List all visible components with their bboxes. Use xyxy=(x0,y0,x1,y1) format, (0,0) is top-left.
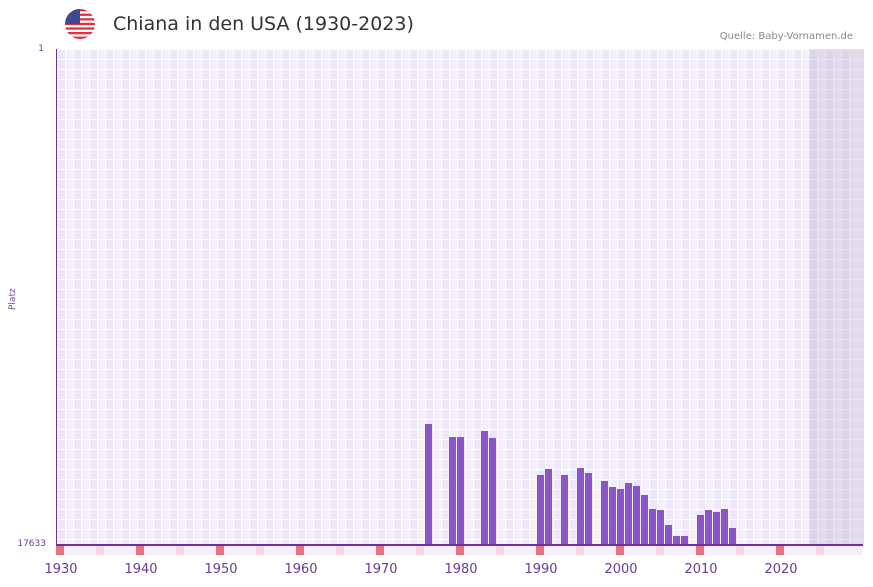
bar-1989[interactable] xyxy=(545,468,552,545)
us-flag-icon xyxy=(65,9,95,39)
year-marker xyxy=(696,546,704,555)
bar-2006[interactable] xyxy=(681,535,688,545)
chart-title: Chiana in den USA (1930-2023) xyxy=(113,13,414,35)
year-marker xyxy=(496,546,504,555)
x-axis-line xyxy=(56,544,863,546)
x-tick-2010: 2010 xyxy=(684,562,718,577)
future-shade xyxy=(809,49,864,545)
year-marker-row xyxy=(56,546,863,555)
bar-2009[interactable] xyxy=(705,510,712,545)
x-tick-1950: 1950 xyxy=(204,562,238,577)
year-marker xyxy=(56,546,64,555)
bar-1982[interactable] xyxy=(489,437,496,545)
x-tick-2020: 2020 xyxy=(764,562,798,577)
year-marker xyxy=(456,546,464,555)
bar-1981[interactable] xyxy=(481,430,488,545)
year-marker xyxy=(176,546,184,555)
bar-2001[interactable] xyxy=(641,494,648,545)
x-tick-1980: 1980 xyxy=(444,562,478,577)
bar-2002[interactable] xyxy=(649,508,656,545)
x-tick-1970: 1970 xyxy=(364,562,398,577)
bar-2004[interactable] xyxy=(665,524,672,545)
bar-1993[interactable] xyxy=(577,467,584,545)
year-marker xyxy=(256,546,264,555)
year-marker xyxy=(336,546,344,555)
bar-1998[interactable] xyxy=(617,488,624,545)
bar-1988[interactable] xyxy=(537,474,544,545)
year-marker xyxy=(376,546,384,555)
bar-1999[interactable] xyxy=(625,482,632,545)
y-top-label: 1 xyxy=(38,44,44,54)
bar-1994[interactable] xyxy=(585,472,592,545)
bar-2005[interactable] xyxy=(673,535,680,545)
year-marker xyxy=(416,546,424,555)
year-marker xyxy=(296,546,304,555)
bar-1974[interactable] xyxy=(425,423,432,545)
year-marker xyxy=(816,546,824,555)
bar-2010[interactable] xyxy=(713,511,720,545)
year-marker xyxy=(616,546,624,555)
bar-1997[interactable] xyxy=(609,486,616,545)
x-tick-1990: 1990 xyxy=(524,562,558,577)
year-marker xyxy=(216,546,224,555)
y-axis-title: Platz xyxy=(8,288,18,310)
x-tick-2000: 2000 xyxy=(604,562,638,577)
year-marker xyxy=(576,546,584,555)
y-bottom-label: 17633 xyxy=(17,539,46,549)
bar-2003[interactable] xyxy=(657,510,664,545)
year-marker xyxy=(536,546,544,555)
year-marker xyxy=(136,546,144,555)
bar-2000[interactable] xyxy=(633,485,640,545)
year-marker xyxy=(736,546,744,555)
x-tick-1940: 1940 xyxy=(124,562,158,577)
bar-1996[interactable] xyxy=(601,480,608,545)
bar-1991[interactable] xyxy=(561,474,568,545)
bar-1977[interactable] xyxy=(449,436,456,545)
source-label: Quelle: Baby-Vornamen.de xyxy=(719,31,853,42)
bar-1978[interactable] xyxy=(457,436,464,545)
bar-2012[interactable] xyxy=(729,527,736,545)
x-tick-1930: 1930 xyxy=(44,562,78,577)
year-marker xyxy=(656,546,664,555)
year-marker xyxy=(96,546,104,555)
plot-area xyxy=(56,49,864,545)
year-marker xyxy=(776,546,784,555)
x-tick-1960: 1960 xyxy=(284,562,318,577)
bar-2011[interactable] xyxy=(721,508,728,545)
bar-2008[interactable] xyxy=(697,514,704,545)
